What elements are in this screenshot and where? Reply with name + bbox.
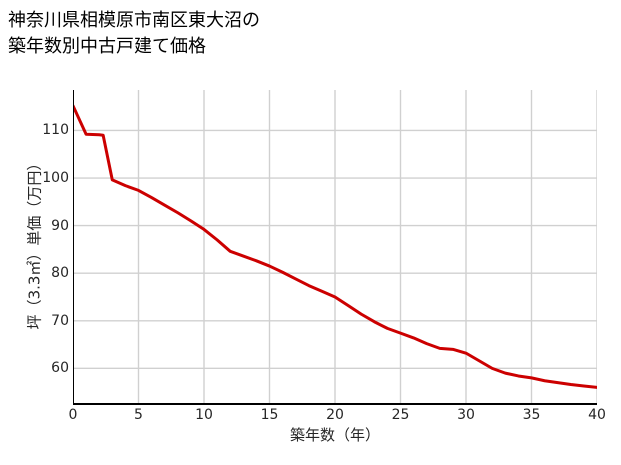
x-axis-tick-labels: 0 5 10 15 20 25 30 35 40 (69, 407, 606, 429)
plot-area (73, 90, 597, 405)
y-tick-label: 60 (51, 360, 69, 377)
y-tick-label: 110 (42, 122, 69, 139)
x-tick-label: 0 (68, 407, 78, 423)
plot-svg (73, 90, 597, 405)
data-line (73, 104, 597, 389)
x-tick-label: 15 (260, 407, 279, 423)
x-tick-label: 25 (391, 407, 410, 423)
x-tick-label: 35 (522, 407, 541, 423)
y-tick-label: 100 (42, 170, 69, 187)
x-tick-label: 20 (326, 407, 344, 423)
x-tick-label: 5 (134, 407, 143, 423)
chart-title: 神奈川県相模原市南区東大沼の 築年数別中古戸建て価格 (8, 10, 260, 57)
y-tick-label: 70 (51, 312, 69, 329)
x-tick-label: 30 (457, 407, 475, 423)
y-tick-label: 80 (51, 265, 69, 282)
x-tick-label: 40 (588, 407, 606, 423)
y-tick-label: 90 (51, 217, 69, 234)
x-tick-label: 10 (195, 407, 213, 423)
grid-lines (73, 90, 597, 405)
y-axis-tick-labels: 60 70 80 90 100 110 (25, 90, 69, 405)
x-axis-title: 築年数（年） (289, 426, 380, 444)
data-series-group (73, 104, 597, 389)
